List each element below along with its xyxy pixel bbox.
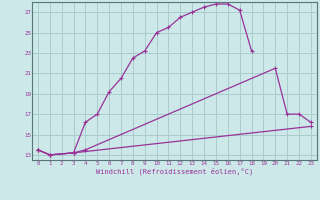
- X-axis label: Windchill (Refroidissement éolien,°C): Windchill (Refroidissement éolien,°C): [96, 167, 253, 175]
